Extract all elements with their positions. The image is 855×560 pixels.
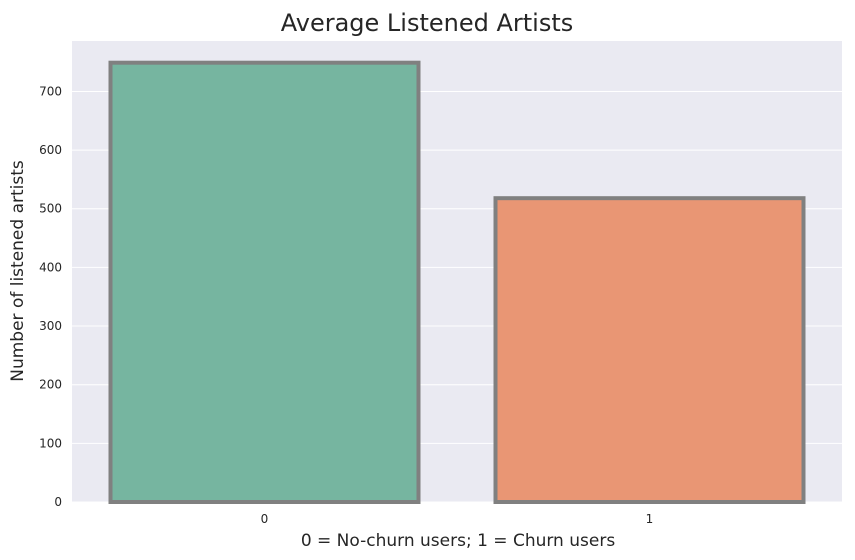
bar-0 bbox=[108, 60, 421, 504]
y-tick-label: 300 bbox=[39, 319, 62, 333]
x-tick-label: 0 bbox=[261, 512, 269, 526]
y-tick-label: 500 bbox=[39, 202, 62, 216]
y-tick-label: 700 bbox=[39, 84, 62, 98]
y-tick-label: 200 bbox=[39, 378, 62, 392]
y-tick-label: 600 bbox=[39, 143, 62, 157]
bar-1 bbox=[493, 196, 806, 504]
x-axis-label: 0 = No-churn users; 1 = Churn users bbox=[301, 531, 616, 551]
bars-layer bbox=[108, 60, 806, 504]
x-tick-label: 1 bbox=[646, 512, 654, 526]
y-tick-label: 0 bbox=[54, 495, 62, 509]
y-tick-label: 400 bbox=[39, 260, 62, 274]
y-axis-ticks: 0 100 200 300 400 500 600 700 bbox=[39, 84, 62, 509]
chart-title: Average Listened Artists bbox=[281, 9, 574, 37]
y-tick-label: 100 bbox=[39, 436, 62, 450]
y-axis-label: Number of listened artists bbox=[8, 160, 28, 382]
